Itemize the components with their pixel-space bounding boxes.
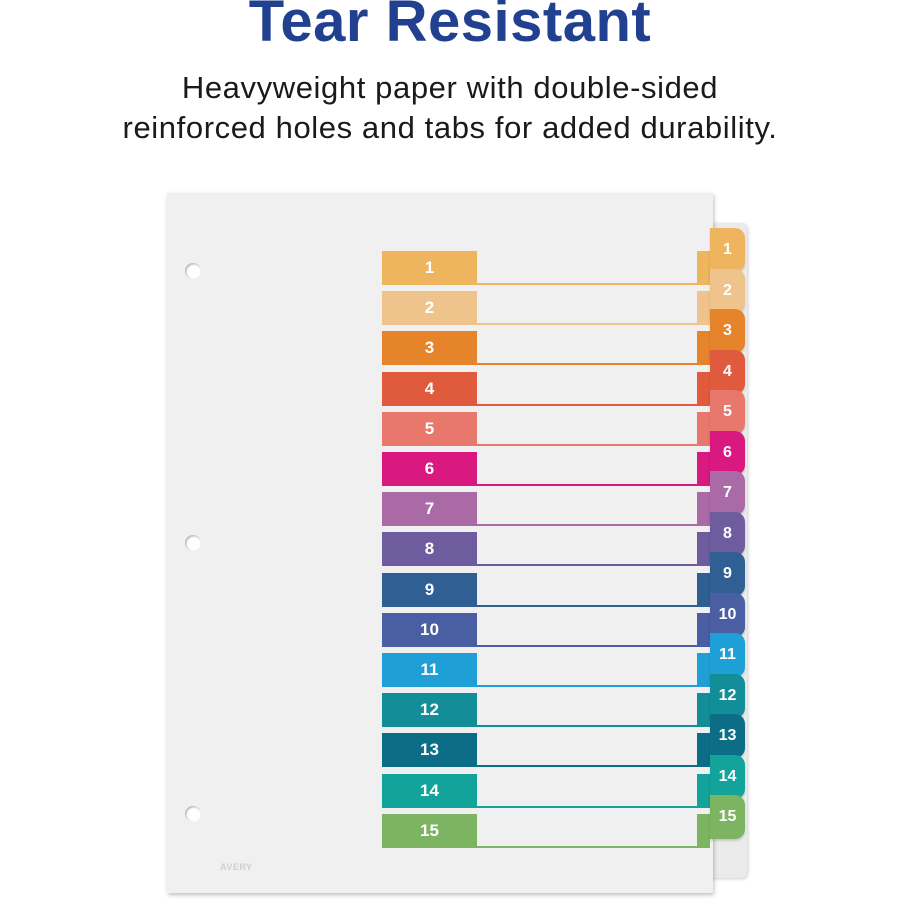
toc-tab-marker (697, 452, 710, 486)
toc-row: 2 (382, 291, 710, 326)
toc-number-block: 13 (382, 733, 477, 768)
toc-tab-marker (697, 813, 710, 848)
side-tab: 4 (710, 349, 745, 394)
side-tab: 2 (710, 268, 745, 313)
toc-row: 4 (382, 371, 710, 406)
headline: Tear Resistant (248, 0, 652, 54)
toc-row: 5 (382, 411, 710, 446)
toc-tab-marker (697, 291, 710, 326)
toc-entry-line (477, 524, 697, 527)
toc-row: 3 (382, 331, 710, 366)
punch-hole (185, 806, 201, 822)
toc-entry-line (477, 845, 697, 848)
toc-entry-line (477, 403, 697, 406)
toc-tab-marker (697, 733, 710, 768)
toc-entry-line (477, 363, 697, 366)
toc-entry-line (477, 484, 697, 486)
side-tab: 11 (710, 633, 745, 677)
toc-number-block: 3 (382, 331, 477, 366)
toc-row: 13 (382, 733, 710, 768)
toc-number-block: 10 (382, 612, 477, 647)
toc-tab-marker (697, 693, 710, 728)
toc-entry-line (477, 564, 697, 567)
subtitle-line-1: Heavyweight paper with double-sided (181, 70, 719, 105)
toc-number-block: 9 (382, 572, 477, 607)
avery-logo: AVERY (220, 862, 253, 872)
toc-tab-marker (697, 653, 710, 687)
toc-tab-marker (697, 612, 710, 647)
side-tab: 5 (710, 390, 745, 434)
toc-tab-marker (697, 532, 710, 567)
side-tab: 15 (710, 795, 745, 839)
toc-tab-marker (697, 492, 710, 527)
toc-number-block: 8 (382, 532, 477, 567)
toc-entry-line (477, 805, 697, 808)
toc-tab-marker (697, 331, 710, 366)
toc-number-block: 11 (382, 653, 477, 687)
toc-row: 15 (382, 813, 710, 848)
toc-row: 14 (382, 773, 710, 808)
toc-row: 7 (382, 492, 710, 527)
toc-number-block: 14 (382, 773, 477, 808)
toc-entry-line (477, 644, 697, 647)
toc-tab-marker (697, 371, 710, 406)
toc-tab-marker (697, 572, 710, 607)
toc-entry-line (477, 283, 697, 285)
toc-row: 8 (382, 532, 710, 567)
toc-number-block: 5 (382, 411, 477, 446)
toc-number-block: 1 (382, 251, 477, 285)
side-tab: 12 (710, 673, 745, 718)
toc-entry-line (477, 604, 697, 607)
toc-row: 12 (382, 693, 710, 728)
toc-entry-line (477, 443, 697, 446)
toc-number-block: 15 (382, 813, 477, 848)
side-tab: 6 (710, 430, 745, 475)
toc-number-block: 7 (382, 492, 477, 527)
toc-entry-line (477, 323, 697, 326)
side-tab: 14 (710, 754, 745, 799)
toc-row: 6 (382, 452, 710, 486)
side-tab: 13 (710, 714, 745, 758)
toc-entry-line (477, 685, 697, 687)
toc-number-block: 2 (382, 291, 477, 326)
toc-number-block: 4 (382, 371, 477, 406)
side-tab: 10 (710, 592, 745, 637)
toc-row: 1 (382, 251, 710, 285)
side-tab: 9 (710, 552, 745, 596)
toc-tab-marker (697, 773, 710, 808)
toc-number-block: 6 (382, 452, 477, 486)
toc-row: 9 (382, 572, 710, 607)
side-tab: 7 (710, 471, 745, 515)
toc-tab-marker (697, 411, 710, 446)
toc-tab-marker (697, 251, 710, 285)
toc-row: 10 (382, 612, 710, 647)
toc-entry-line (477, 725, 697, 728)
side-tab: 3 (710, 309, 745, 353)
side-tab: 1 (710, 228, 745, 272)
toc-row: 11 (382, 653, 710, 687)
subtitle-line-2: reinforced holes and tabs for added dura… (122, 110, 778, 145)
side-tab: 8 (710, 511, 745, 556)
punch-hole (185, 263, 201, 279)
toc-entry-line (477, 765, 697, 768)
punch-hole (185, 535, 201, 551)
toc-number-block: 12 (382, 693, 477, 728)
